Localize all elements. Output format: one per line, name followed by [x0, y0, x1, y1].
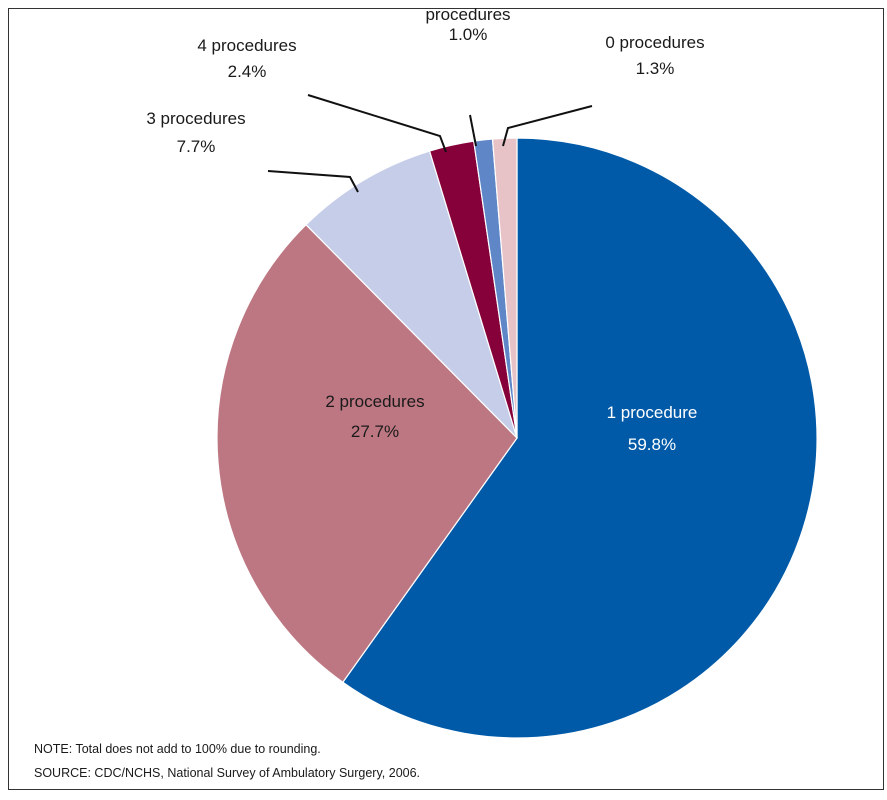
slice-label: 0 procedures 1.3% — [605, 33, 704, 78]
slice-label: 1 procedure 59.8% — [607, 403, 698, 454]
pie-slice — [216, 223, 518, 684]
pie-slice — [341, 137, 818, 739]
leader-line — [502, 105, 593, 147]
source-text: SOURCE: CDC/NCHS, National Survey of Amb… — [34, 766, 421, 780]
slice-label: 4 procedures 2.4% — [197, 36, 296, 81]
leader-line — [307, 94, 447, 153]
slice-label: 5 or moreprocedures1.0% — [425, 0, 510, 44]
slice-label: 3 procedures 7.7% — [146, 109, 245, 156]
leader-line — [267, 170, 359, 193]
leader-line — [469, 114, 477, 147]
note-text: NOTE: Total does not add to 100% due to … — [34, 742, 321, 756]
slice-label: 2 procedures 27.7% — [325, 392, 424, 441]
pie-slice — [305, 150, 518, 439]
